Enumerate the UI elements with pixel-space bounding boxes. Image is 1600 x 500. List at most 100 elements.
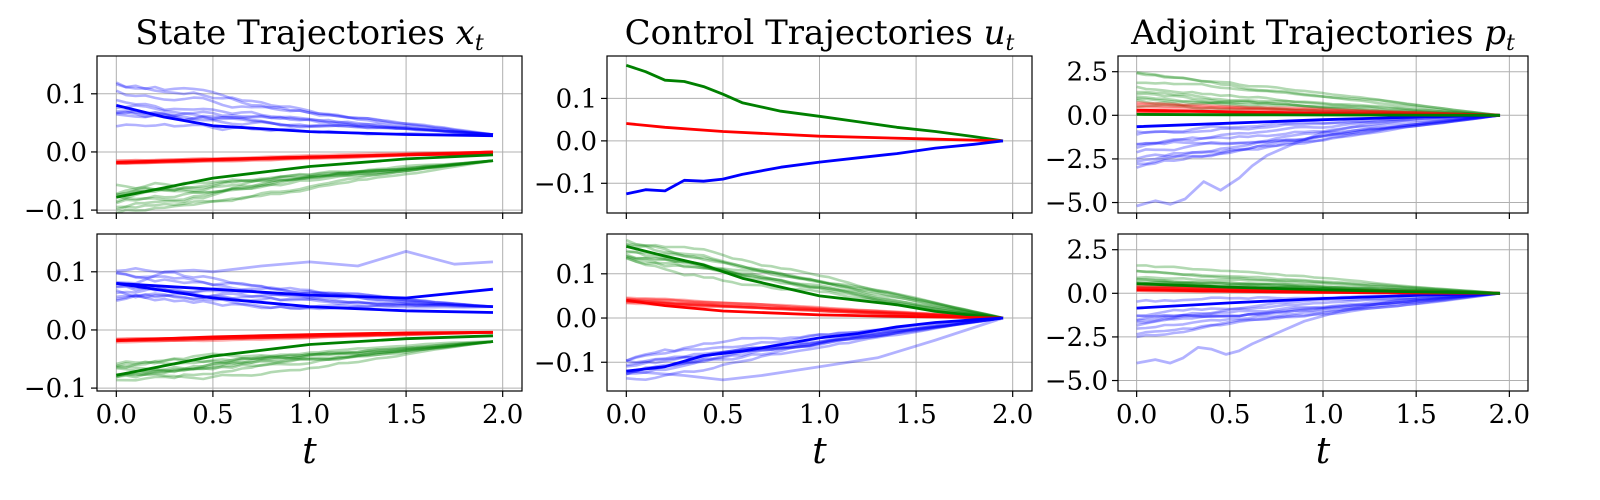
trajectory-line bbox=[116, 109, 494, 136]
series-line bbox=[626, 316, 1004, 382]
trajectory-line bbox=[116, 113, 494, 136]
y-tick-label: −5.0 bbox=[1045, 367, 1108, 397]
trajectory-line bbox=[1136, 269, 1501, 295]
trajectory-line bbox=[625, 316, 1004, 376]
series-line bbox=[116, 153, 494, 199]
trajectory-line bbox=[116, 266, 494, 308]
series-line bbox=[116, 249, 494, 285]
trajectory-line bbox=[626, 316, 1004, 375]
trajectory-line bbox=[625, 316, 1004, 363]
trajectory-line bbox=[1136, 114, 1501, 160]
trajectory-line bbox=[625, 254, 1004, 320]
trajectory-line bbox=[115, 81, 494, 136]
trajectory-line bbox=[115, 89, 494, 136]
series-line bbox=[116, 334, 494, 377]
trajectory-line bbox=[116, 292, 494, 308]
trajectory-line bbox=[1136, 114, 1501, 166]
y-tick-label: 0.0 bbox=[556, 127, 597, 157]
trajectory-line bbox=[626, 297, 1004, 320]
plot-area bbox=[625, 238, 1004, 382]
trajectory-line bbox=[626, 301, 1004, 320]
trajectory-line bbox=[116, 340, 494, 381]
y-tick-label: −0.1 bbox=[24, 196, 87, 226]
panel-title: Adjoint Trajectories pt bbox=[1130, 13, 1515, 56]
trajectory-line bbox=[1136, 292, 1501, 336]
trajectory-line bbox=[1136, 280, 1501, 295]
trajectory-line bbox=[116, 293, 494, 310]
x-tick-label: 2.0 bbox=[482, 400, 523, 430]
series-line bbox=[1136, 282, 1501, 295]
trajectory-line bbox=[626, 316, 1004, 373]
x-axis-label: t bbox=[302, 431, 317, 472]
trajectory-line bbox=[116, 340, 494, 382]
trajectory-line bbox=[1136, 71, 1501, 117]
series-line bbox=[626, 122, 1004, 143]
trajectory-line bbox=[116, 286, 494, 308]
trajectory-line bbox=[116, 340, 494, 379]
trajectory-line bbox=[1136, 114, 1501, 146]
trajectory-line bbox=[626, 249, 1004, 320]
x-tick-label: 1.5 bbox=[385, 400, 426, 430]
trajectory-line bbox=[626, 316, 1004, 364]
trajectory-line bbox=[625, 255, 1004, 320]
trajectory-line bbox=[116, 104, 494, 136]
trajectory-line bbox=[626, 300, 1004, 320]
trajectory-line bbox=[626, 316, 1004, 382]
trajectory-line bbox=[1136, 102, 1501, 117]
panels: −0.1 0.0 0.1 State Trajectories xt −0.1 0.0 0.… bbox=[24, 13, 1530, 472]
panel-title: State Trajectories xt bbox=[135, 13, 484, 56]
x-tick-label: 1.5 bbox=[1396, 400, 1437, 430]
series-line bbox=[116, 152, 494, 164]
x-tick-label: 0.0 bbox=[96, 400, 137, 430]
series-line bbox=[115, 104, 494, 138]
trajectory-line bbox=[116, 159, 494, 192]
trajectory-line bbox=[1136, 114, 1501, 150]
x-tick-label: 0.5 bbox=[1209, 400, 1250, 430]
trajectory-line bbox=[625, 316, 1004, 376]
x-tick-label: 1.0 bbox=[289, 400, 330, 430]
y-tick-label: −2.5 bbox=[1045, 145, 1108, 175]
x-tick-label: 1.0 bbox=[799, 400, 840, 430]
trajectory-line bbox=[116, 340, 494, 377]
x-axis-label: t bbox=[1316, 431, 1331, 472]
trajectory-line bbox=[625, 238, 1004, 320]
trajectory-line bbox=[1136, 292, 1501, 327]
y-tick-label: −5.0 bbox=[1045, 189, 1108, 219]
trajectory-line bbox=[1136, 71, 1501, 117]
trajectory-line bbox=[1136, 114, 1501, 154]
trajectory-line bbox=[1136, 92, 1501, 117]
panel-control-top: −0.1 0.0 0.1 Control Trajectories ut bbox=[534, 13, 1033, 219]
series-line bbox=[116, 282, 494, 300]
series-line bbox=[626, 316, 1004, 373]
trajectory-line bbox=[1136, 97, 1501, 117]
trajectory-line bbox=[1136, 275, 1501, 295]
x-axis-label: t bbox=[812, 431, 827, 472]
x-tick-label: 2.0 bbox=[992, 400, 1033, 430]
x-tick-label: 0.0 bbox=[606, 400, 647, 430]
plot-area bbox=[115, 81, 494, 213]
trajectory-line bbox=[116, 294, 494, 311]
y-tick-label: 0.0 bbox=[1067, 279, 1108, 309]
trajectory-line bbox=[626, 242, 1004, 320]
y-tick-label: 2.5 bbox=[1067, 58, 1108, 88]
y-tick-label: 0.1 bbox=[556, 84, 597, 114]
trajectory-line bbox=[116, 340, 494, 369]
trajectory-line bbox=[116, 340, 494, 374]
series-line bbox=[1136, 291, 1501, 310]
panel-state-top: −0.1 0.0 0.1 State Trajectories xt bbox=[24, 13, 523, 226]
trajectory-line bbox=[115, 340, 494, 379]
trajectory-line bbox=[1136, 264, 1501, 295]
trajectory-line bbox=[115, 159, 494, 203]
trajectory-line bbox=[1136, 292, 1501, 322]
trajectory-line bbox=[116, 159, 494, 197]
y-tick-label: 2.5 bbox=[1067, 236, 1108, 266]
panel-adjoint-bottom: −5.0 −2.5 0.0 2.5 0.0 0.5 1.0 1.5 2.0 t bbox=[1045, 233, 1530, 472]
y-tick-label: 0.1 bbox=[46, 80, 87, 110]
panel-adjoint-top: −5.0 −2.5 0.0 2.5 Adjoint Trajectories pt bbox=[1045, 13, 1529, 219]
series-line bbox=[1136, 113, 1501, 208]
trajectory-line bbox=[116, 159, 494, 201]
trajectory-line bbox=[116, 159, 494, 196]
trajectory-line bbox=[116, 340, 494, 372]
y-tick-label: 0.0 bbox=[1067, 101, 1108, 131]
trajectory-line bbox=[1136, 114, 1501, 146]
